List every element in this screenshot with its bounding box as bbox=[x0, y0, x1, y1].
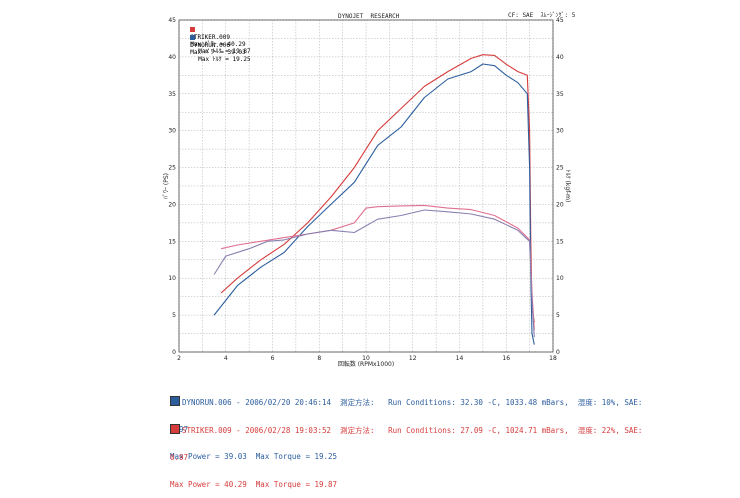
x-tick-labels: 2 4 6 8 10 12 14 16 18 bbox=[177, 355, 557, 362]
x-tick-label: 8 bbox=[317, 355, 321, 362]
x-tick-label: 18 bbox=[549, 355, 557, 362]
series-line-torque-striker-009 bbox=[220, 204, 535, 330]
legend-power: Max ﾊﾟﾜｰ = 39.03 bbox=[190, 49, 246, 56]
legend-entry-striker: STRIKER.009 Max ﾊﾟﾜｰ = 40.29 Max ﾄﾙｸ = 1… bbox=[183, 20, 251, 55]
legend-power: Max ﾊﾟﾜｰ = 40.29 bbox=[190, 41, 246, 48]
correction-note: CF: SAE ｽﾑｰｼﾞﾝｸﾞ: 5 bbox=[508, 12, 576, 19]
y-right-tick-label: 40 bbox=[556, 54, 564, 61]
y-left-tick-label: 30 bbox=[168, 128, 176, 135]
run-info-line: DYNORUN.006 - 2006/02/20 20:46:14 測定方法: … bbox=[170, 396, 642, 407]
y-left-tick-label: 10 bbox=[168, 275, 176, 282]
y-left-tick-label: 40 bbox=[168, 54, 176, 61]
y-right-tick-label: 25 bbox=[556, 165, 564, 172]
y-right-tick-label: 35 bbox=[556, 91, 564, 98]
legend-run: DYNORUN.006 bbox=[190, 42, 230, 49]
legend-swatch bbox=[190, 27, 196, 32]
x-tick-label: 2 bbox=[177, 355, 181, 362]
legend-entry-dynorun: DYNORUN.006 Max ﾊﾟﾜｰ = 39.03 Max ﾄﾙｸ = 1… bbox=[183, 28, 251, 63]
y-right-tick-label: 10 bbox=[556, 275, 564, 282]
y-left-tick-labels: 0 5 10 15 20 25 30 35 40 45 bbox=[168, 17, 176, 356]
y-right-tick-labels: 0 5 10 15 20 25 30 35 40 45 bbox=[556, 17, 564, 356]
series-lines bbox=[213, 54, 535, 345]
chart-title: DYNOJET RESEARCH bbox=[338, 13, 400, 20]
series-line-power-striker-009 bbox=[220, 54, 535, 323]
grid-lines bbox=[178, 19, 554, 353]
y-right-tick-label: 15 bbox=[556, 238, 564, 245]
run-max-values: Max Power = 40.29 Max Torque = 19.87 bbox=[170, 480, 338, 489]
y-left-tick-label: 45 bbox=[168, 17, 176, 24]
x-axis-label: 回転数 (RPMx1000) bbox=[338, 360, 394, 368]
y-left-tick-label: 5 bbox=[172, 312, 176, 319]
y-left-tick-label: 15 bbox=[168, 238, 176, 245]
y-right-tick-label: 0 bbox=[556, 349, 560, 356]
legend-torque: Max ﾄﾙｸ = 19.25 bbox=[198, 56, 251, 63]
run-color-swatch bbox=[170, 396, 180, 406]
x-tick-label: 4 bbox=[224, 355, 228, 362]
x-tick-label: 16 bbox=[502, 355, 510, 362]
x-tick-label: 10 bbox=[362, 355, 370, 362]
x-tick-label: 14 bbox=[456, 355, 464, 362]
x-tick-label: 12 bbox=[409, 355, 417, 362]
y-right-axis-label: ﾄﾙｸ (kgf-m) bbox=[564, 170, 571, 203]
legend-torque: Max ﾄﾙｸ = 19.87 bbox=[198, 48, 251, 55]
legend-run: STRIKER.009 bbox=[190, 34, 230, 41]
legend-swatch bbox=[190, 35, 196, 40]
y-left-tick-label: 35 bbox=[168, 91, 176, 98]
run-conditions: DYNORUN.006 - 2006/02/20 20:46:14 測定方法: … bbox=[182, 398, 643, 407]
run-conditions: STRIKER.009 - 2006/02/28 19:03:52 測定方法: … bbox=[182, 426, 643, 435]
y-left-tick-label: 0 bbox=[172, 349, 176, 356]
dyno-chart: 2 4 6 8 10 12 14 16 18 0 5 10 15 20 25 30 35 40 45 0 5 10 15… bbox=[163, 17, 571, 368]
y-right-tick-label: 45 bbox=[556, 17, 564, 24]
series-line-torque-dynorun-006 bbox=[213, 209, 535, 338]
x-tick-label: 6 bbox=[271, 355, 275, 362]
run-color-swatch bbox=[170, 424, 180, 434]
y-left-axis-label: ﾊﾟﾜｰ (PS) bbox=[163, 173, 170, 199]
series-line-power-dynorun-006 bbox=[213, 63, 535, 345]
y-right-tick-label: 5 bbox=[556, 312, 560, 319]
run-info-line: STRIKER.009 - 2006/02/28 19:03:52 測定方法: … bbox=[170, 424, 642, 435]
y-left-tick-label: 25 bbox=[168, 165, 176, 172]
run-info-striker: STRIKER.009 - 2006/02/28 19:03:52 測定方法: … bbox=[170, 406, 642, 498]
y-right-tick-label: 20 bbox=[556, 201, 564, 208]
y-right-tick-label: 30 bbox=[556, 128, 564, 135]
run-sae-value: 0.97 bbox=[170, 453, 189, 462]
y-left-tick-label: 20 bbox=[168, 201, 176, 208]
